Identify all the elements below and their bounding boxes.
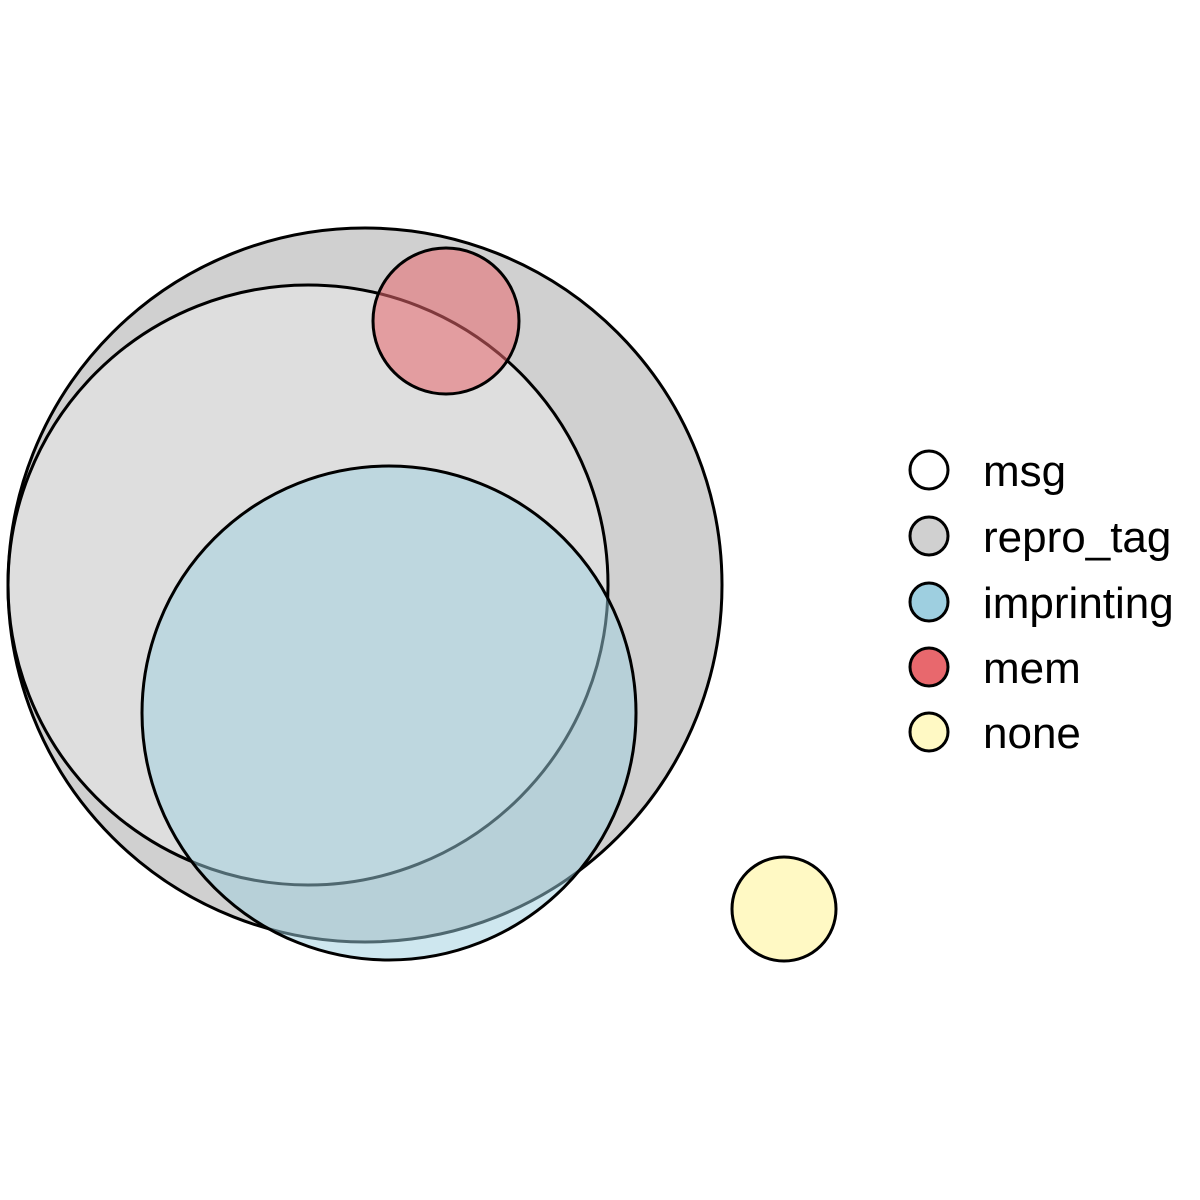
legend-label-repro_tag: repro_tag — [983, 513, 1171, 562]
legend-item-mem: mem — [908, 644, 1081, 693]
legend: msg repro_tag imprinting mem none — [908, 447, 1174, 758]
legend-swatch-imprinting — [908, 581, 950, 623]
legend-label-msg: msg — [983, 447, 1066, 496]
legend-item-none: none — [908, 709, 1081, 758]
legend-item-msg: msg — [908, 447, 1066, 496]
legend-swatch-none — [908, 711, 950, 753]
legend-label-mem: mem — [983, 644, 1081, 693]
legend-item-repro_tag: repro_tag — [908, 513, 1171, 562]
legend-swatch-msg — [908, 449, 950, 491]
legend-item-imprinting: imprinting — [908, 579, 1174, 628]
set-circle-imprinting — [140, 464, 638, 962]
legend-swatch-mem — [908, 646, 950, 688]
legend-swatch-repro_tag — [908, 515, 950, 557]
legend-label-none: none — [983, 709, 1081, 758]
legend-label-imprinting: imprinting — [983, 579, 1174, 628]
set-circle-none — [730, 855, 838, 963]
set-circle-mem — [371, 246, 521, 396]
